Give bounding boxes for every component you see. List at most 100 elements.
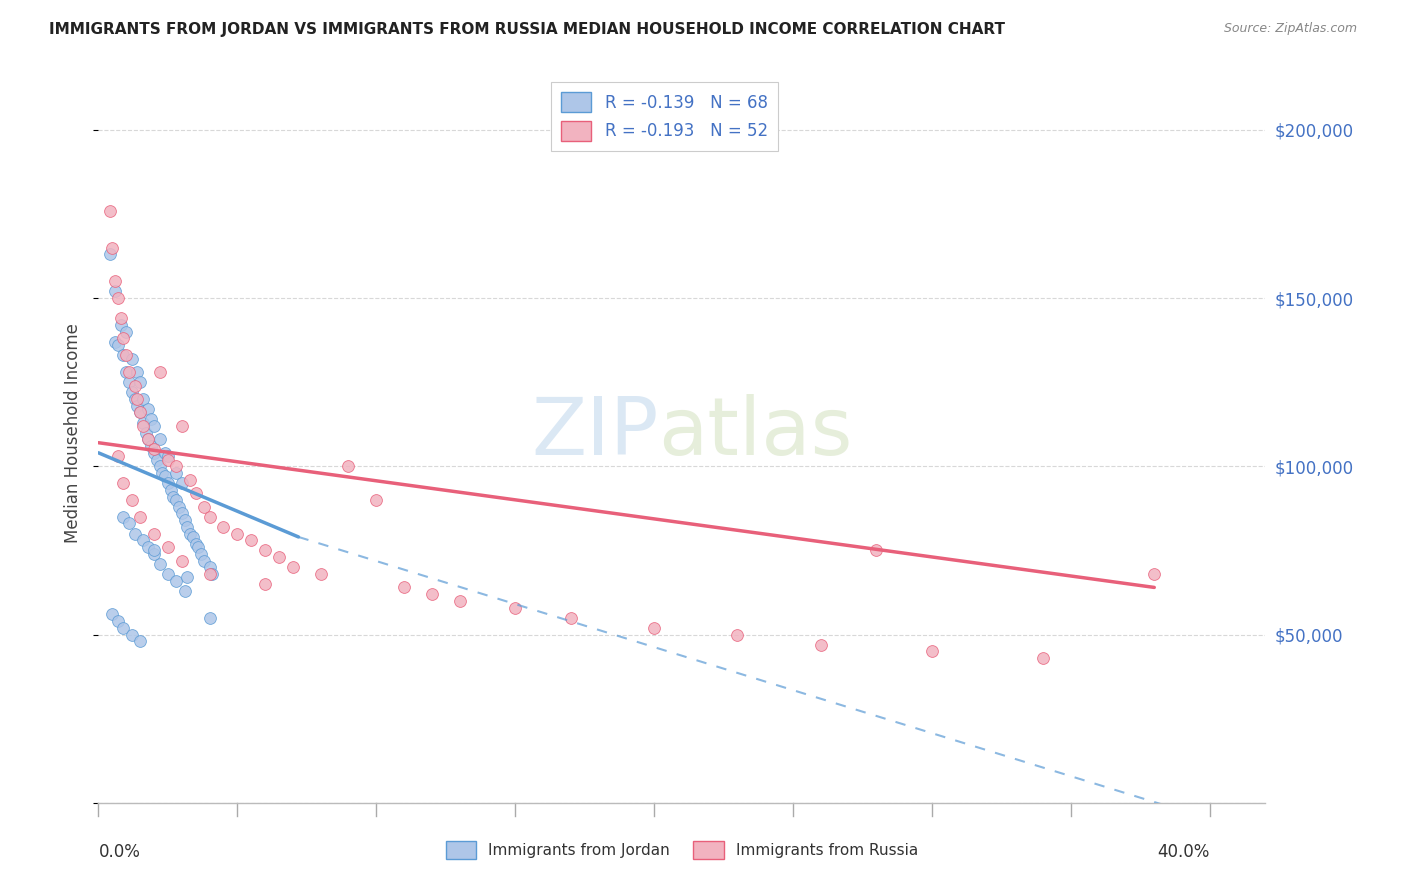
Point	[127, 392, 149, 406]
Point	[124, 378, 146, 392]
Point	[104, 334, 127, 349]
Text: Source: ZipAtlas.com: Source: ZipAtlas.com	[1223, 22, 1357, 36]
Point	[193, 500, 215, 514]
Point	[176, 520, 198, 534]
Point	[127, 399, 149, 413]
Point	[129, 405, 152, 419]
Point	[143, 547, 166, 561]
Point	[240, 533, 263, 548]
Point	[170, 418, 193, 433]
Text: 0.0%: 0.0%	[98, 843, 141, 861]
Point	[366, 492, 388, 507]
Point	[503, 600, 526, 615]
Point	[112, 621, 135, 635]
Point	[156, 566, 179, 581]
Point	[156, 452, 179, 467]
Point	[141, 412, 163, 426]
Point	[101, 607, 124, 622]
Point	[138, 540, 160, 554]
Point	[121, 627, 143, 641]
Point	[138, 402, 160, 417]
Point	[162, 490, 184, 504]
Point	[143, 418, 166, 433]
Point	[110, 318, 132, 332]
Point	[170, 553, 193, 567]
Point	[449, 594, 471, 608]
Point	[153, 446, 176, 460]
Point	[148, 557, 170, 571]
Point	[337, 459, 360, 474]
Point	[156, 476, 179, 491]
Point	[143, 446, 166, 460]
Point	[198, 509, 221, 524]
Point	[184, 536, 207, 550]
Point	[810, 638, 832, 652]
Point	[129, 509, 152, 524]
Point	[143, 526, 166, 541]
Point	[159, 483, 181, 497]
Point	[148, 433, 170, 447]
Point	[190, 547, 212, 561]
Point	[110, 311, 132, 326]
Point	[132, 392, 155, 406]
Point	[112, 348, 135, 362]
Point	[138, 433, 160, 447]
Point	[98, 247, 121, 261]
Y-axis label: Median Household Income: Median Household Income	[65, 323, 83, 542]
Point	[173, 513, 195, 527]
Point	[165, 459, 187, 474]
Point	[181, 530, 204, 544]
Point	[179, 473, 201, 487]
Point	[107, 291, 129, 305]
Point	[101, 240, 124, 255]
Point	[254, 543, 277, 558]
Point	[115, 348, 138, 362]
Point	[148, 459, 170, 474]
Point	[560, 610, 582, 624]
Point	[121, 492, 143, 507]
Point	[132, 533, 155, 548]
Point	[132, 418, 155, 433]
Text: atlas: atlas	[658, 393, 853, 472]
Point	[118, 365, 141, 379]
Point	[104, 285, 127, 299]
Point	[176, 570, 198, 584]
Point	[104, 274, 127, 288]
Point	[187, 540, 209, 554]
Point	[309, 566, 332, 581]
Point	[112, 476, 135, 491]
Point	[156, 449, 179, 463]
Point	[127, 365, 149, 379]
Point	[1032, 651, 1054, 665]
Point	[129, 634, 152, 648]
Point	[254, 577, 277, 591]
Text: 40.0%: 40.0%	[1157, 843, 1209, 861]
Point	[112, 331, 135, 345]
Point	[121, 351, 143, 366]
Point	[727, 627, 749, 641]
Point	[107, 614, 129, 628]
Point	[193, 553, 215, 567]
Point	[198, 560, 221, 574]
Point	[212, 520, 235, 534]
Point	[1143, 566, 1166, 581]
Point	[198, 566, 221, 581]
Point	[118, 375, 141, 389]
Point	[281, 560, 304, 574]
Point	[170, 507, 193, 521]
Point	[132, 416, 155, 430]
Text: IMMIGRANTS FROM JORDAN VS IMMIGRANTS FROM RUSSIA MEDIAN HOUSEHOLD INCOME CORRELA: IMMIGRANTS FROM JORDAN VS IMMIGRANTS FRO…	[49, 22, 1005, 37]
Point	[643, 621, 665, 635]
Point	[865, 543, 887, 558]
Point	[143, 543, 166, 558]
Point	[141, 439, 163, 453]
Point	[392, 581, 415, 595]
Point	[165, 466, 187, 480]
Point	[150, 466, 173, 480]
Point	[124, 392, 146, 406]
Point	[129, 405, 152, 419]
Point	[115, 325, 138, 339]
Point	[226, 526, 249, 541]
Point	[138, 433, 160, 447]
Legend: Immigrants from Jordan, Immigrants from Russia: Immigrants from Jordan, Immigrants from …	[440, 835, 924, 865]
